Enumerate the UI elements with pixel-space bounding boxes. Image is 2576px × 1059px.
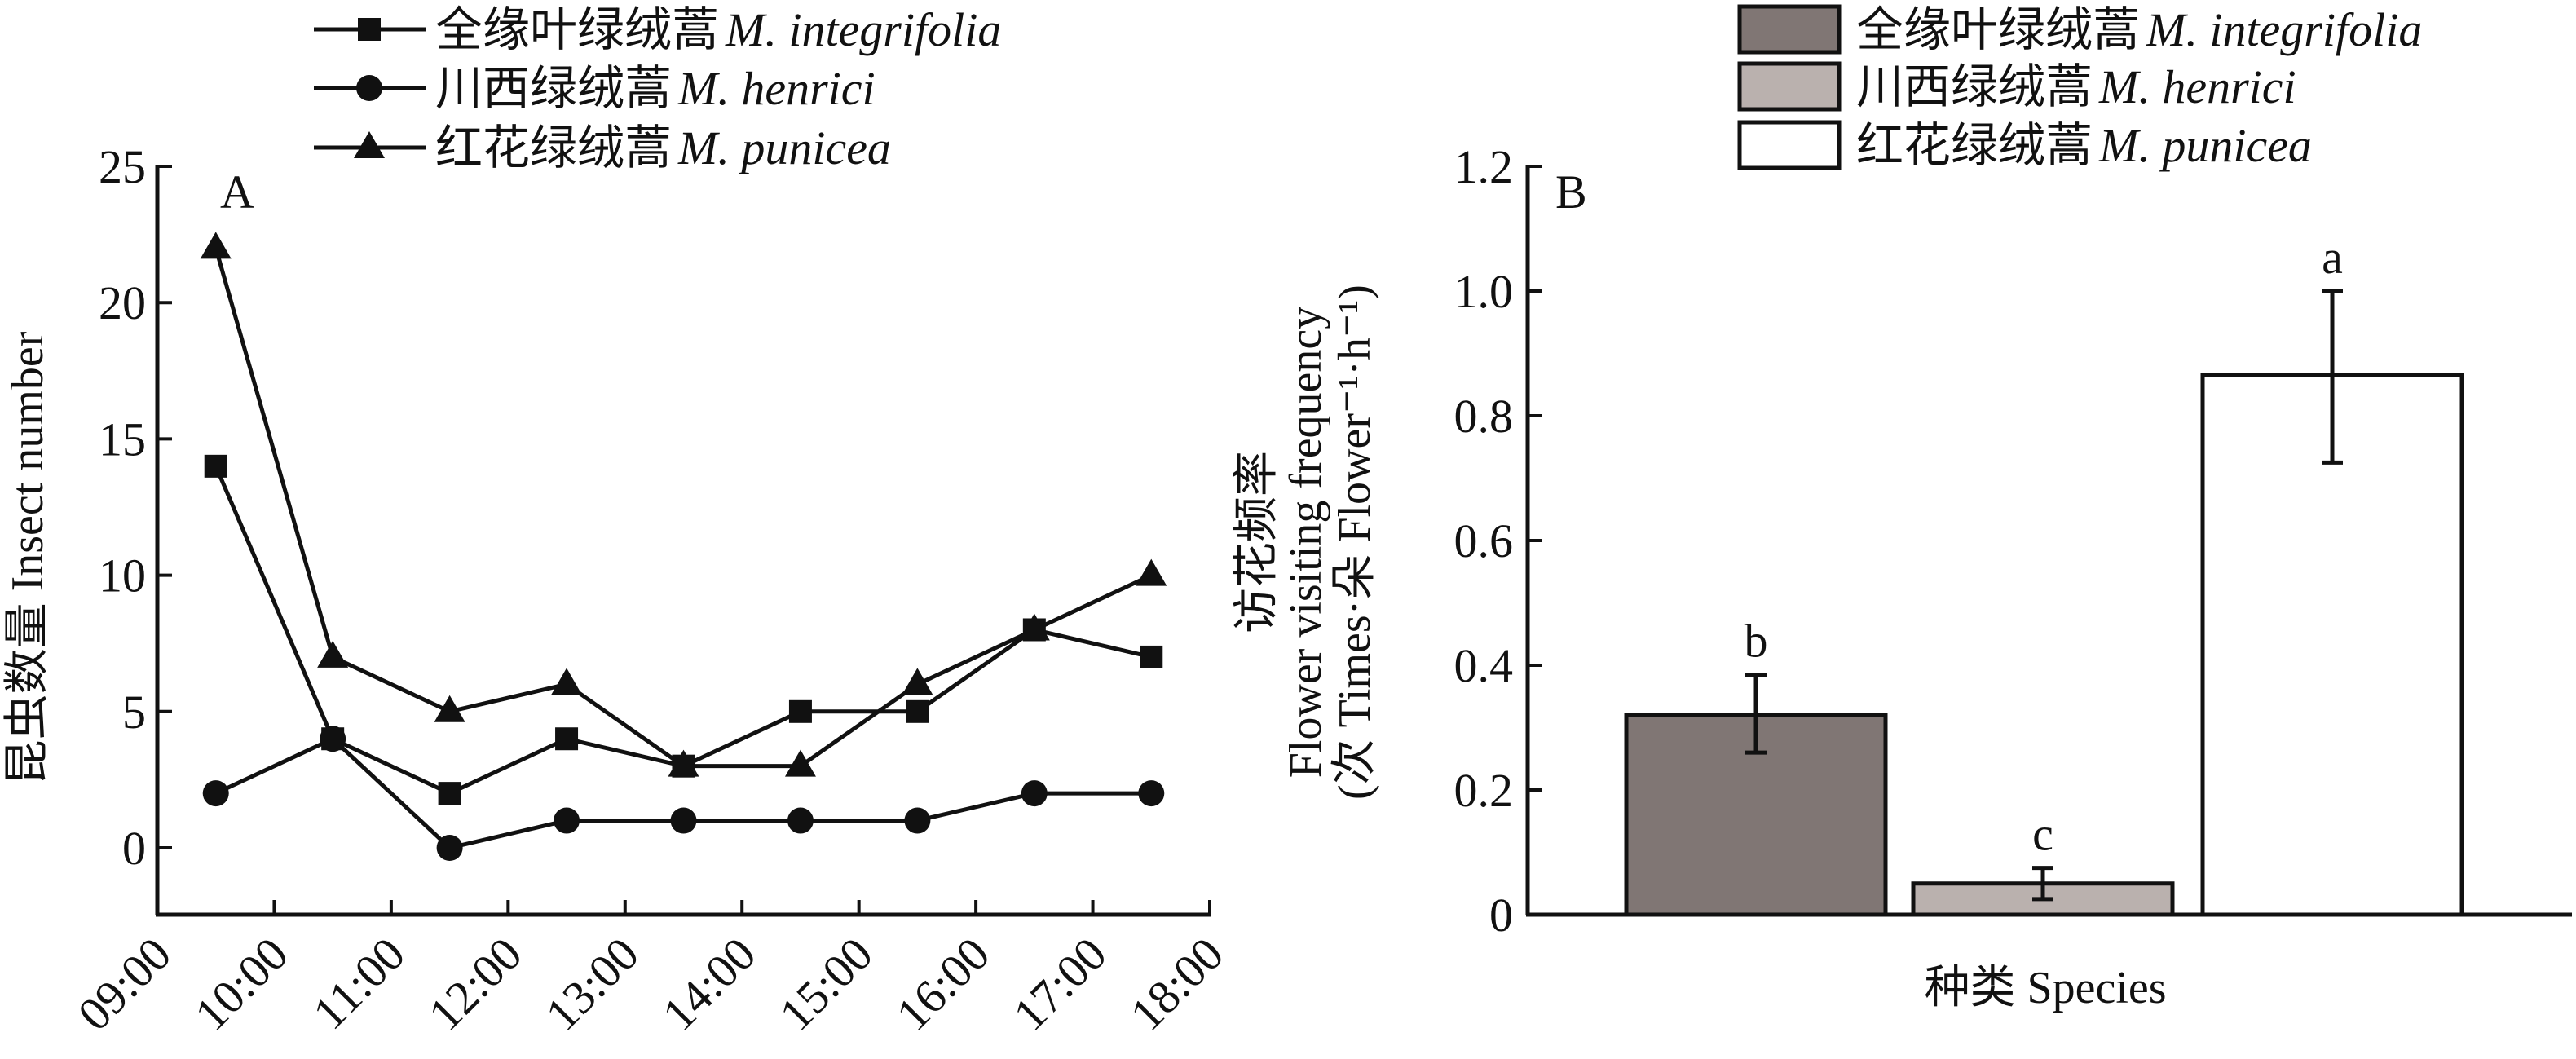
data-point-circle	[787, 807, 814, 834]
y-tick-label: 0	[1489, 889, 1513, 942]
data-point-triangle	[668, 749, 699, 777]
x-axis-label: 种类 Species	[1924, 963, 2166, 1013]
legend-name-cn: 红花绿绒蒿	[1856, 119, 2093, 172]
x-tick-label: 09:00	[68, 927, 181, 1040]
legend-name-latin: M. henrici	[677, 62, 876, 115]
legend-name-cn: 红花绿绒蒿	[435, 121, 672, 174]
x-tick-label: 17:00	[1003, 927, 1116, 1040]
y-tick-label: 20	[99, 276, 146, 329]
significance-letter: b	[1745, 614, 1768, 667]
series-line-triangle	[214, 247, 1153, 769]
x-tick-label: 11:00	[302, 927, 415, 1039]
data-point-circle	[554, 807, 580, 834]
legend-name-latin: M. henrici	[2098, 60, 2296, 113]
y-tick-label: 0.8	[1454, 390, 1514, 443]
legend-name-latin: M. punicea	[2098, 119, 2312, 172]
y-tick-label: 0.6	[1454, 514, 1514, 567]
y-tick-label: 0.4	[1454, 639, 1514, 692]
legend-swatch	[1737, 4, 1842, 55]
panel-a-line-chart: 0 5 10 15 20 25 09:00 10:00 11:00 12:00 13:00 14:00…	[2, 3, 1233, 1041]
data-point-square	[438, 782, 461, 805]
y-tick-label: 25	[99, 140, 146, 193]
legend-marker-triangle	[354, 131, 385, 158]
legend-label: 全缘叶绿绒蒿 M. integrifolia	[435, 3, 1001, 56]
legend-label: 红花绿绒蒿 M. punicea	[435, 121, 891, 174]
y-tick-label: 5	[122, 686, 146, 739]
legend-name-latin: M. integrifolia	[2146, 3, 2422, 56]
x-tick-label: 14:00	[652, 927, 765, 1040]
legend-swatch	[1737, 120, 1842, 170]
data-point-circle	[670, 807, 697, 834]
legend-label: 川西绿绒蒿 M. henrici	[435, 62, 876, 115]
data-point-triangle	[200, 232, 232, 259]
bar	[2200, 373, 2464, 917]
x-tick-label: 15:00	[769, 927, 882, 1040]
y-tick-label: 15	[99, 413, 146, 466]
legend-name-latin: M. punicea	[677, 121, 891, 174]
legend-label: 全缘叶绿绒蒿 M. integrifolia	[1856, 3, 2422, 56]
y-axis-label: 昆虫数量 Insect number	[2, 331, 53, 785]
legend-name-latin: M. integrifolia	[725, 3, 1001, 56]
y-axis-label-line: 访花频率	[1232, 451, 1282, 633]
data-point-square	[906, 699, 929, 723]
data-point-triangle	[784, 749, 816, 777]
data-point-triangle	[902, 668, 933, 695]
x-tick-label: 10:00	[184, 927, 298, 1040]
y-tick-label: 0	[122, 822, 146, 875]
data-point-square	[788, 699, 812, 723]
legend-label: 红花绿绒蒿 M. punicea	[1856, 119, 2312, 172]
data-point-triangle	[434, 695, 465, 722]
data-point-triangle	[551, 668, 583, 695]
legend-name-cn: 川西绿绒蒿	[1856, 60, 2093, 113]
x-tick-label: 13:00	[536, 927, 649, 1040]
legend-name-cn: 全缘叶绿绒蒿	[1856, 3, 2140, 56]
significance-letter: a	[2322, 231, 2343, 284]
y-tick-label: 1.2	[1454, 140, 1514, 193]
y-axis-label-line: (次 Times·朵 Flower⁻¹·h⁻¹)	[1330, 285, 1380, 800]
data-point-circle	[1138, 780, 1165, 807]
y-tick-label: 10	[99, 549, 146, 602]
data-point-square	[204, 454, 227, 478]
data-point-triangle	[1136, 558, 1167, 586]
legend-label: 川西绿绒蒿 M. henrici	[1856, 60, 2296, 113]
data-point-circle	[202, 780, 229, 807]
legend-name-cn: 川西绿绒蒿	[435, 62, 672, 115]
y-axis-label-line: Flower visiting frequency	[1281, 307, 1331, 779]
significance-letter: c	[2032, 808, 2053, 861]
data-point-square	[1140, 645, 1163, 668]
x-tick-label: 16:00	[886, 927, 999, 1040]
x-tick-label: 18:00	[1120, 927, 1233, 1040]
data-point-triangle	[317, 640, 349, 668]
panel-label: A	[220, 165, 254, 218]
panel-label: B	[1555, 165, 1587, 218]
series-line-square	[214, 465, 1152, 796]
x-tick-label: 12:00	[418, 927, 532, 1040]
y-tick-label: 1.0	[1454, 265, 1514, 318]
data-point-circle	[436, 835, 463, 861]
data-point-circle	[1021, 780, 1048, 807]
legend-swatch	[1737, 61, 1842, 112]
legend-marker-square	[358, 18, 381, 41]
data-point-triangle	[1018, 613, 1050, 641]
legend-name-cn: 全缘叶绿绒蒿	[435, 3, 719, 56]
data-point-circle	[320, 726, 346, 752]
data-point-circle	[904, 807, 931, 834]
legend-marker-circle	[356, 75, 382, 101]
y-tick-label: 0.2	[1454, 764, 1514, 817]
data-point-square	[555, 727, 579, 751]
